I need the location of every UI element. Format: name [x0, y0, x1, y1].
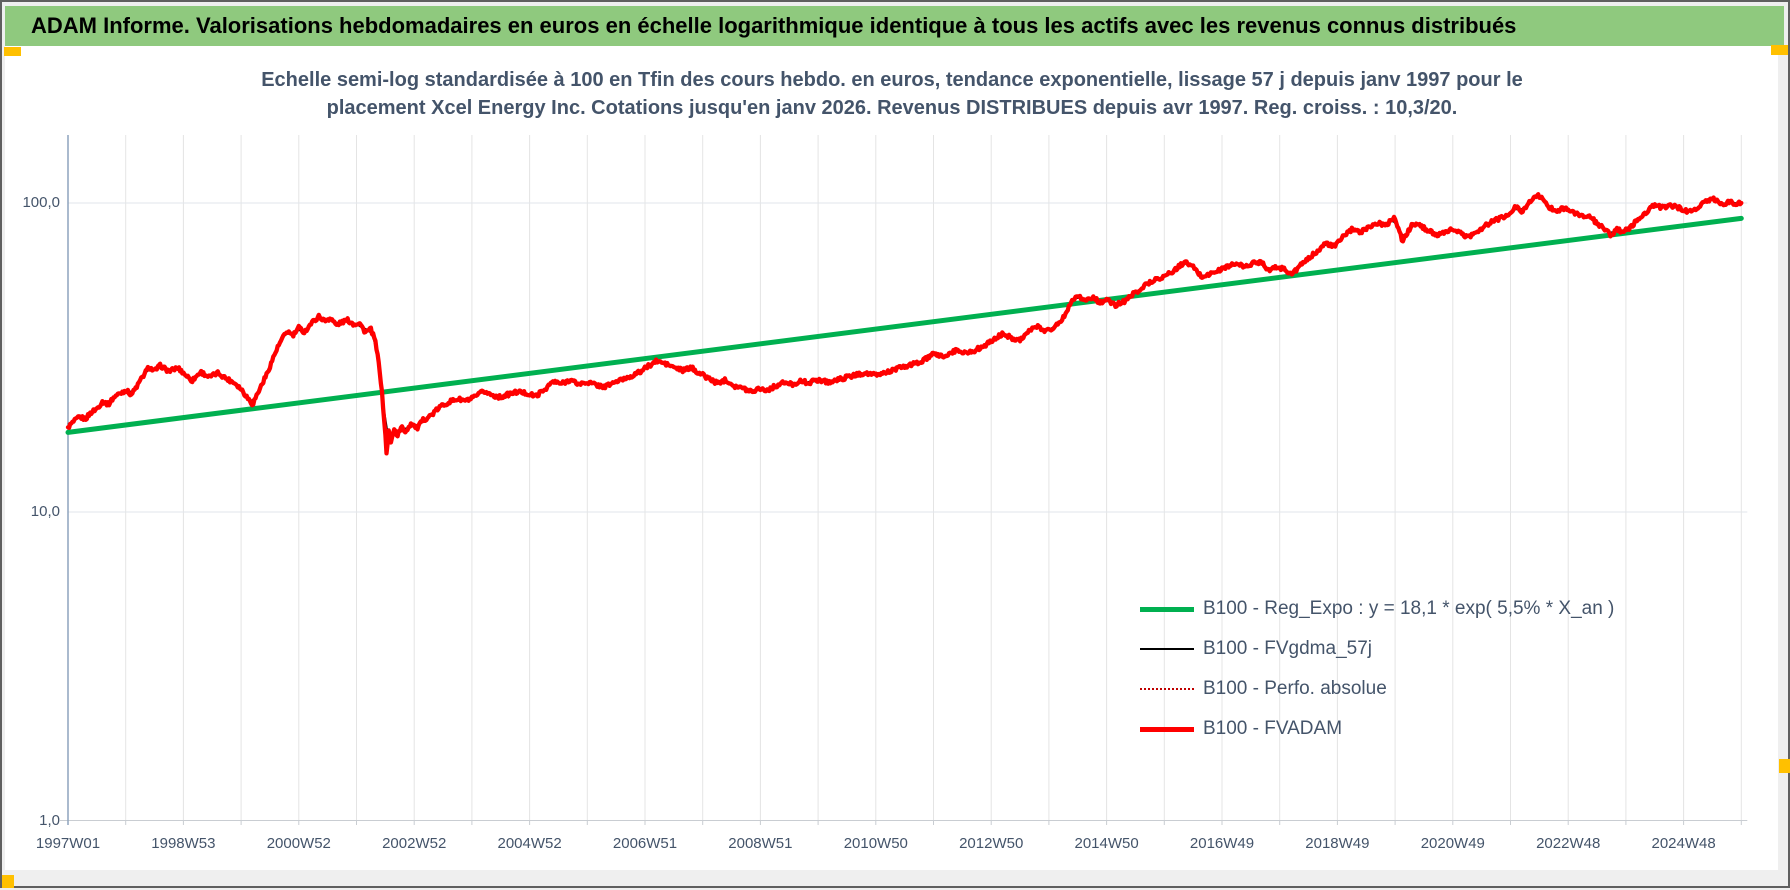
- y-axis-tick-label: 100,0: [22, 194, 60, 211]
- report-title: ADAM Informe. Valorisations hebdomadaire…: [31, 13, 1517, 38]
- legend-item-reg-expo[interactable]: B100 - Reg_Expo : y = 18,1 * exp( 5,5% *…: [1140, 589, 1614, 629]
- legend-label: B100 - FVADAM: [1203, 718, 1343, 739]
- legend-swatch-fvgdma: [1140, 647, 1194, 651]
- legend-label: B100 - FVgdma_57j: [1203, 638, 1372, 659]
- y-axis-tick-label: 1,0: [39, 812, 60, 829]
- x-axis-tick-label: 2016W49: [1189, 835, 1255, 852]
- selection-handle-top-left[interactable]: [4, 47, 21, 56]
- x-axis-tick-label: 2006W51: [612, 835, 678, 852]
- legend-swatch-fvadam: [1140, 726, 1194, 732]
- legend: B100 - Reg_Expo : y = 18,1 * exp( 5,5% *…: [1140, 589, 1614, 749]
- x-axis-tick-label: 2010W50: [843, 835, 908, 852]
- legend-item-fvadam[interactable]: B100 - FVADAM: [1140, 709, 1614, 749]
- x-axis-tick-label: 1998W53: [151, 835, 216, 852]
- legend-item-fvgdma[interactable]: B100 - FVgdma_57j: [1140, 629, 1614, 669]
- x-axis-tick-label: 2020W49: [1420, 835, 1485, 852]
- y-axis-tick-label: 10,0: [30, 503, 60, 520]
- x-axis-tick-label: 2024W48: [1651, 835, 1716, 852]
- selection-handle-top-right[interactable]: [1771, 45, 1788, 55]
- legend-item-perfo-absolue[interactable]: B100 - Perfo. absolue: [1140, 669, 1614, 709]
- legend-label: B100 - Reg_Expo : y = 18,1 * exp( 5,5% *…: [1203, 598, 1615, 619]
- x-axis-tick-label: 2018W49: [1305, 835, 1370, 852]
- x-axis-tick-label: 2002W52: [382, 835, 447, 852]
- legend-label: B100 - Perfo. absolue: [1203, 678, 1387, 699]
- x-axis-tick-label: 2008W51: [728, 835, 793, 852]
- x-axis-tick-label: 2022W48: [1536, 835, 1601, 852]
- chart-title-line2: placement Xcel Energy Inc. Cotations jus…: [326, 97, 1458, 119]
- selection-handle-right[interactable]: [1779, 759, 1790, 773]
- selection-handle-bottom-left[interactable]: [2, 875, 14, 888]
- header-gap: [5, 46, 1778, 57]
- chart-title-line1: Echelle semi-log standardisée à 100 en T…: [261, 69, 1523, 91]
- x-axis-tick-label: 2004W52: [497, 835, 562, 852]
- legend-swatch-perfo-absolue: [1140, 688, 1194, 690]
- x-axis-tick-label: 1997W01: [35, 835, 101, 852]
- legend-swatch-reg-expo: [1140, 606, 1194, 612]
- chart-title: Echelle semi-log standardisée à 100 en T…: [122, 66, 1662, 122]
- report-header-bar: ADAM Informe. Valorisations hebdomadaire…: [5, 6, 1784, 46]
- x-axis-tick-label: 2000W52: [266, 835, 331, 852]
- x-axis-tick-label: 2012W50: [959, 835, 1024, 852]
- x-axis-tick-label: 2014W50: [1074, 835, 1139, 852]
